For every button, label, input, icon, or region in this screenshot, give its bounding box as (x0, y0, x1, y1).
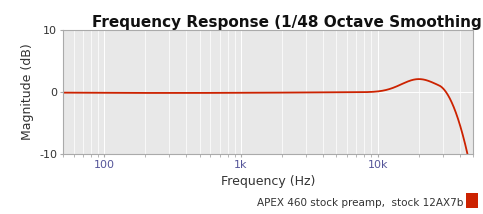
Text: APEX 460 stock preamp,  stock 12AX7b: APEX 460 stock preamp, stock 12AX7b (257, 198, 464, 208)
Text: Frequency Response (1/48 Octave Smoothing): Frequency Response (1/48 Octave Smoothin… (92, 15, 483, 30)
X-axis label: Frequency (Hz): Frequency (Hz) (221, 175, 315, 188)
Y-axis label: Magnitude (dB): Magnitude (dB) (21, 44, 34, 140)
